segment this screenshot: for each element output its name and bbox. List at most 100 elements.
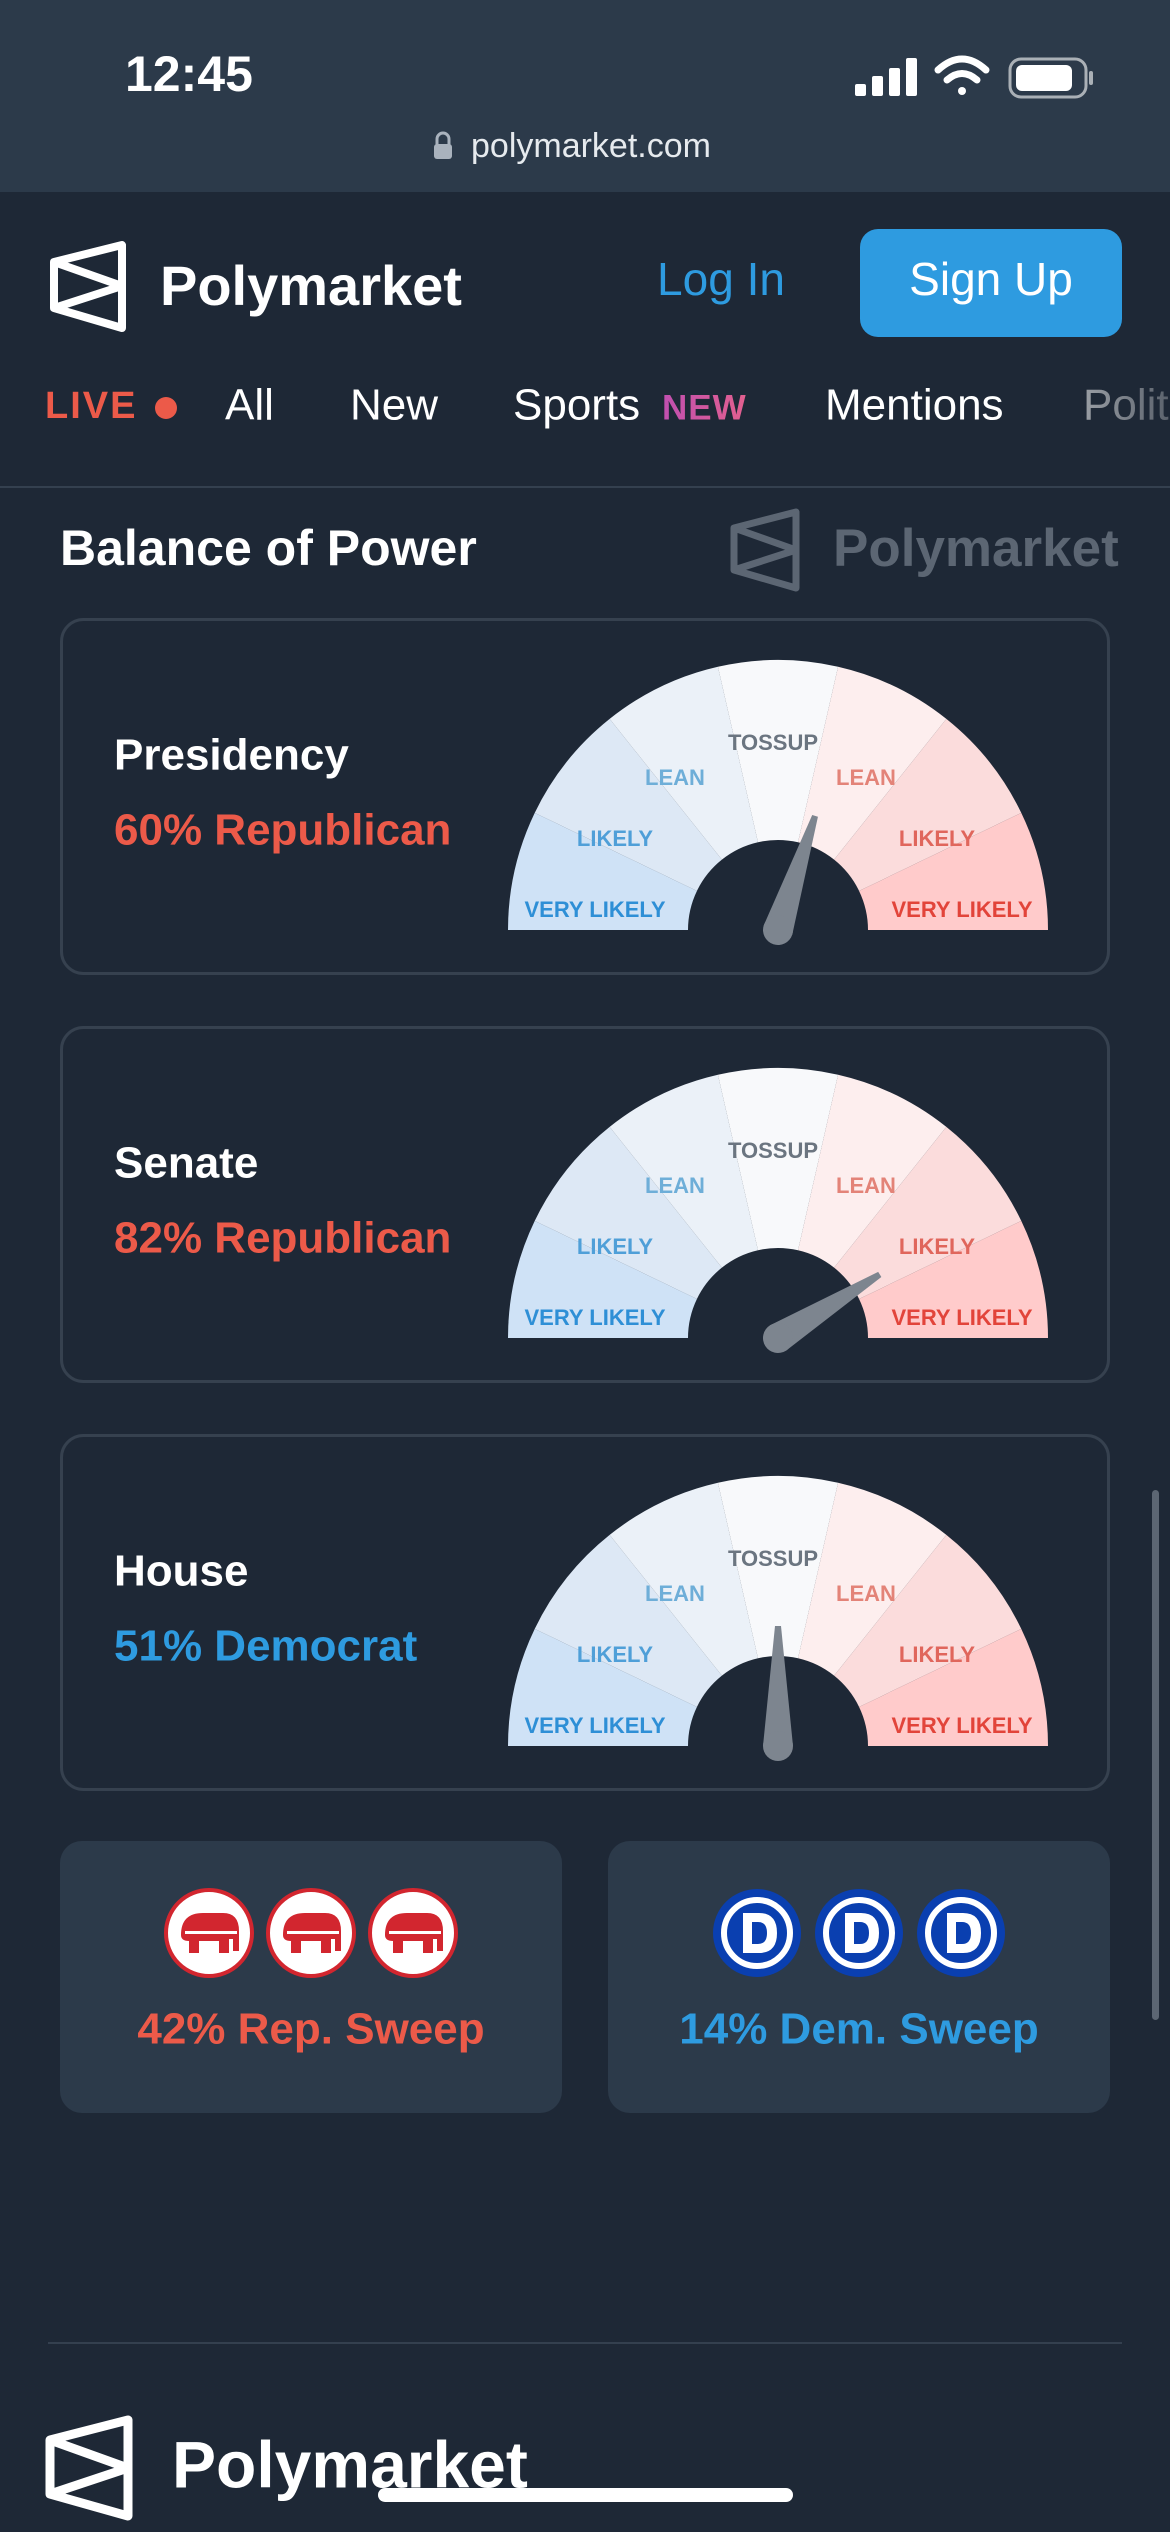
gauge-label: LIKELY (899, 1642, 976, 1667)
gauge-sector (534, 718, 722, 891)
sweeps: 42% Rep. Sweep 14% Dem. Sweep (60, 1841, 1110, 2113)
gauge-sector (798, 1074, 947, 1268)
live-dot (155, 397, 177, 419)
gauge-needle (763, 1626, 793, 1761)
gauge-result: 51% Democrat (114, 1622, 418, 1671)
gauge-label: LIKELY (899, 1234, 976, 1259)
brand: Polymarket (160, 254, 462, 317)
gauges: Presidency 60% Republican VERY LIKELY LIKEL… (60, 618, 1110, 1791)
live-label[interactable]: LIVE (45, 385, 137, 427)
gauge-sector (859, 812, 1048, 930)
sweep-label: 14% Dem. Sweep (679, 2005, 1039, 2054)
scrollbar (1152, 1490, 1159, 2020)
rep-icon (266, 1888, 356, 1978)
gauge-sector (798, 1482, 947, 1676)
clock: 12:45 (125, 46, 253, 102)
gauge-sector (834, 718, 1022, 891)
lock-icon (434, 131, 452, 159)
gauge-sector (798, 666, 947, 860)
icon-inner (925, 1897, 997, 1969)
nav-item[interactable]: Politics (1083, 381, 1170, 430)
watermark-logo (730, 508, 800, 592)
gauge-sector (834, 1126, 1022, 1299)
gauge-label: LEAN (645, 765, 705, 790)
signal-icon (855, 58, 917, 96)
battery-icon (1008, 57, 1093, 99)
gauge-sector (859, 1220, 1048, 1338)
gauge-label: LEAN (645, 1173, 705, 1198)
gauge-card: Senate 82% Republican VERY LIKELY LIKELY LEA… (60, 1026, 1110, 1383)
gauge-label: LIKELY (577, 1642, 654, 1667)
gauge-label: LIKELY (577, 1234, 654, 1259)
gauge-title: Presidency (114, 731, 349, 780)
gauge-label: TOSSUP (728, 730, 818, 755)
needle-hub (763, 915, 793, 945)
gauge-sector (508, 1220, 697, 1338)
nav-item[interactable]: New (350, 381, 438, 430)
elephant-stripe (287, 1931, 339, 1934)
gauge-sector (609, 1074, 758, 1268)
sweep-label: 42% Rep. Sweep (137, 2005, 484, 2054)
nav-item[interactable]: Sports (513, 381, 640, 430)
section-title: Balance of Power (60, 520, 477, 576)
gauge-label: LEAN (645, 1581, 705, 1606)
gauge-label: LEAN (836, 1581, 896, 1606)
sweep-card: 14% Dem. Sweep (608, 1841, 1110, 2113)
needle-body (770, 1271, 882, 1351)
gauge-label: VERY LIKELY (891, 1305, 1032, 1330)
gauge-result: 60% Republican (114, 806, 451, 855)
gauge-label: LEAN (836, 765, 896, 790)
logo (50, 241, 126, 332)
gauge-result: 82% Republican (114, 1214, 451, 1263)
gauge-sector (534, 1126, 722, 1299)
gauge-sector (717, 660, 839, 843)
divider (0, 486, 1170, 488)
gauge-sector (609, 666, 758, 860)
gauge-label: LIKELY (899, 826, 976, 851)
gauge-sector (859, 1628, 1048, 1746)
gauge-label: VERY LIKELY (524, 1305, 665, 1330)
gauge-needle (763, 814, 818, 945)
d-letter (947, 1913, 981, 1953)
dem-icon (713, 1889, 801, 1977)
gauge-title: Senate (114, 1139, 258, 1188)
gauge-label: VERY LIKELY (891, 1713, 1032, 1738)
status-bar (0, 0, 1170, 192)
login-button[interactable]: Log In (657, 253, 785, 305)
footer-divider (48, 2342, 1122, 2344)
gauge-sector (508, 1628, 697, 1746)
nav-item[interactable]: Mentions (825, 381, 1004, 430)
signup-button[interactable] (860, 229, 1122, 337)
needle-hub (763, 1323, 793, 1353)
dem-icon (815, 1889, 903, 1977)
d-letter (743, 1913, 777, 1953)
wifi-icon (934, 55, 990, 95)
gauge-sector (534, 1534, 722, 1707)
gauge-title: House (114, 1547, 248, 1596)
elephant-stripe (185, 1931, 237, 1934)
gauge-card: Presidency 60% Republican VERY LIKELY LIKEL… (60, 618, 1110, 975)
rep-icon (164, 1888, 254, 1978)
gauge-sector (834, 1534, 1022, 1707)
signup-label[interactable]: Sign Up (909, 253, 1073, 305)
gauge-label: TOSSUP (728, 1138, 818, 1163)
gauge-sector (717, 1068, 839, 1251)
gauge-label: VERY LIKELY (524, 897, 665, 922)
new-badge: NEW (662, 388, 747, 427)
icon-inner (823, 1897, 895, 1969)
gauge-sector (508, 812, 697, 930)
home-indicator (378, 2488, 793, 2502)
gauge-sector (717, 1476, 839, 1659)
d-letter (845, 1913, 879, 1953)
dem-icon (917, 1889, 1005, 1977)
footer-logo (45, 2415, 133, 2521)
gauge-card: House 51% Democrat VERY LIKELY LIKELY LEAN TO… (60, 1434, 1110, 1791)
gauge-label: LIKELY (577, 826, 654, 851)
url: polymarket.com (471, 127, 711, 165)
icon-inner (721, 1897, 793, 1969)
elephant-stripe (389, 1931, 441, 1934)
nav-item[interactable]: All (225, 381, 274, 430)
watermark: Polymarket (833, 519, 1119, 578)
